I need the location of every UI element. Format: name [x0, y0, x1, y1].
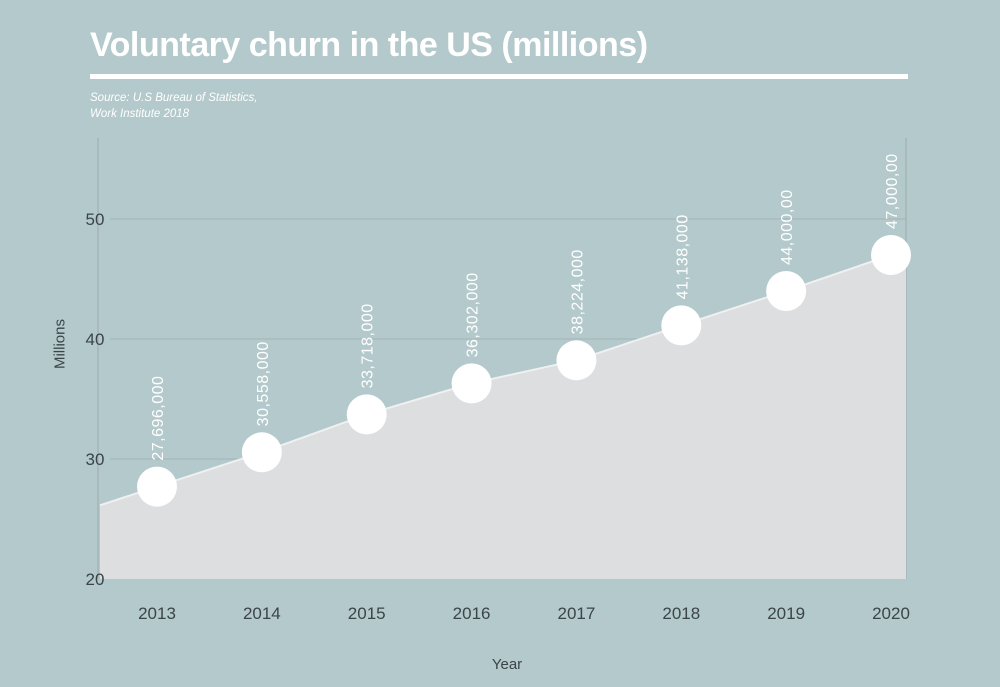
data-point — [661, 305, 702, 346]
data-point — [871, 235, 911, 275]
source-line-2: Work Institute 2018 — [90, 108, 190, 120]
data-point — [346, 394, 387, 435]
data-point — [766, 271, 807, 311]
area-fill — [100, 249, 906, 579]
data-point-label: 36,302,000 — [465, 272, 482, 357]
title-underline — [90, 74, 908, 79]
source-attribution: Source: U.S Bureau of Statistics, Work I… — [90, 90, 257, 122]
data-point-label: 33,718,000 — [360, 303, 377, 388]
y-tick-label: 50 — [86, 210, 105, 229]
x-tick-label: 2013 — [138, 604, 176, 623]
area-top-edge — [99, 248, 907, 507]
y-axis-title: Millions — [51, 319, 68, 369]
data-point-label: 38,224,000 — [569, 249, 586, 334]
data-point-label: 27,696,000 — [150, 376, 167, 461]
data-point-label: 44,000,00 — [779, 189, 796, 265]
x-tick-label: 2020 — [872, 604, 910, 623]
data-point-label: 47,000,00 — [884, 153, 901, 229]
x-tick-label: 2014 — [243, 604, 281, 623]
page-title: Voluntary churn in the US (millions) — [90, 26, 648, 64]
x-tick-label: 2015 — [348, 604, 386, 623]
y-tick-label: 30 — [86, 450, 105, 469]
data-point — [451, 363, 492, 404]
source-line-1: Source: U.S Bureau of Statistics, — [90, 92, 258, 104]
x-tick-label: 2017 — [558, 604, 596, 623]
y-tick-label: 20 — [86, 570, 105, 589]
x-tick-label: 2018 — [662, 604, 700, 623]
data-point-label: 41,138,000 — [674, 214, 691, 299]
data-point — [241, 432, 282, 473]
data-point — [137, 466, 177, 507]
x-tick-label: 2019 — [767, 604, 805, 623]
y-tick-label: 40 — [86, 330, 105, 349]
data-point — [556, 340, 597, 381]
x-axis-title: Year — [492, 656, 522, 673]
data-point-label: 30,558,000 — [255, 341, 272, 426]
x-tick-label: 2016 — [453, 604, 491, 623]
